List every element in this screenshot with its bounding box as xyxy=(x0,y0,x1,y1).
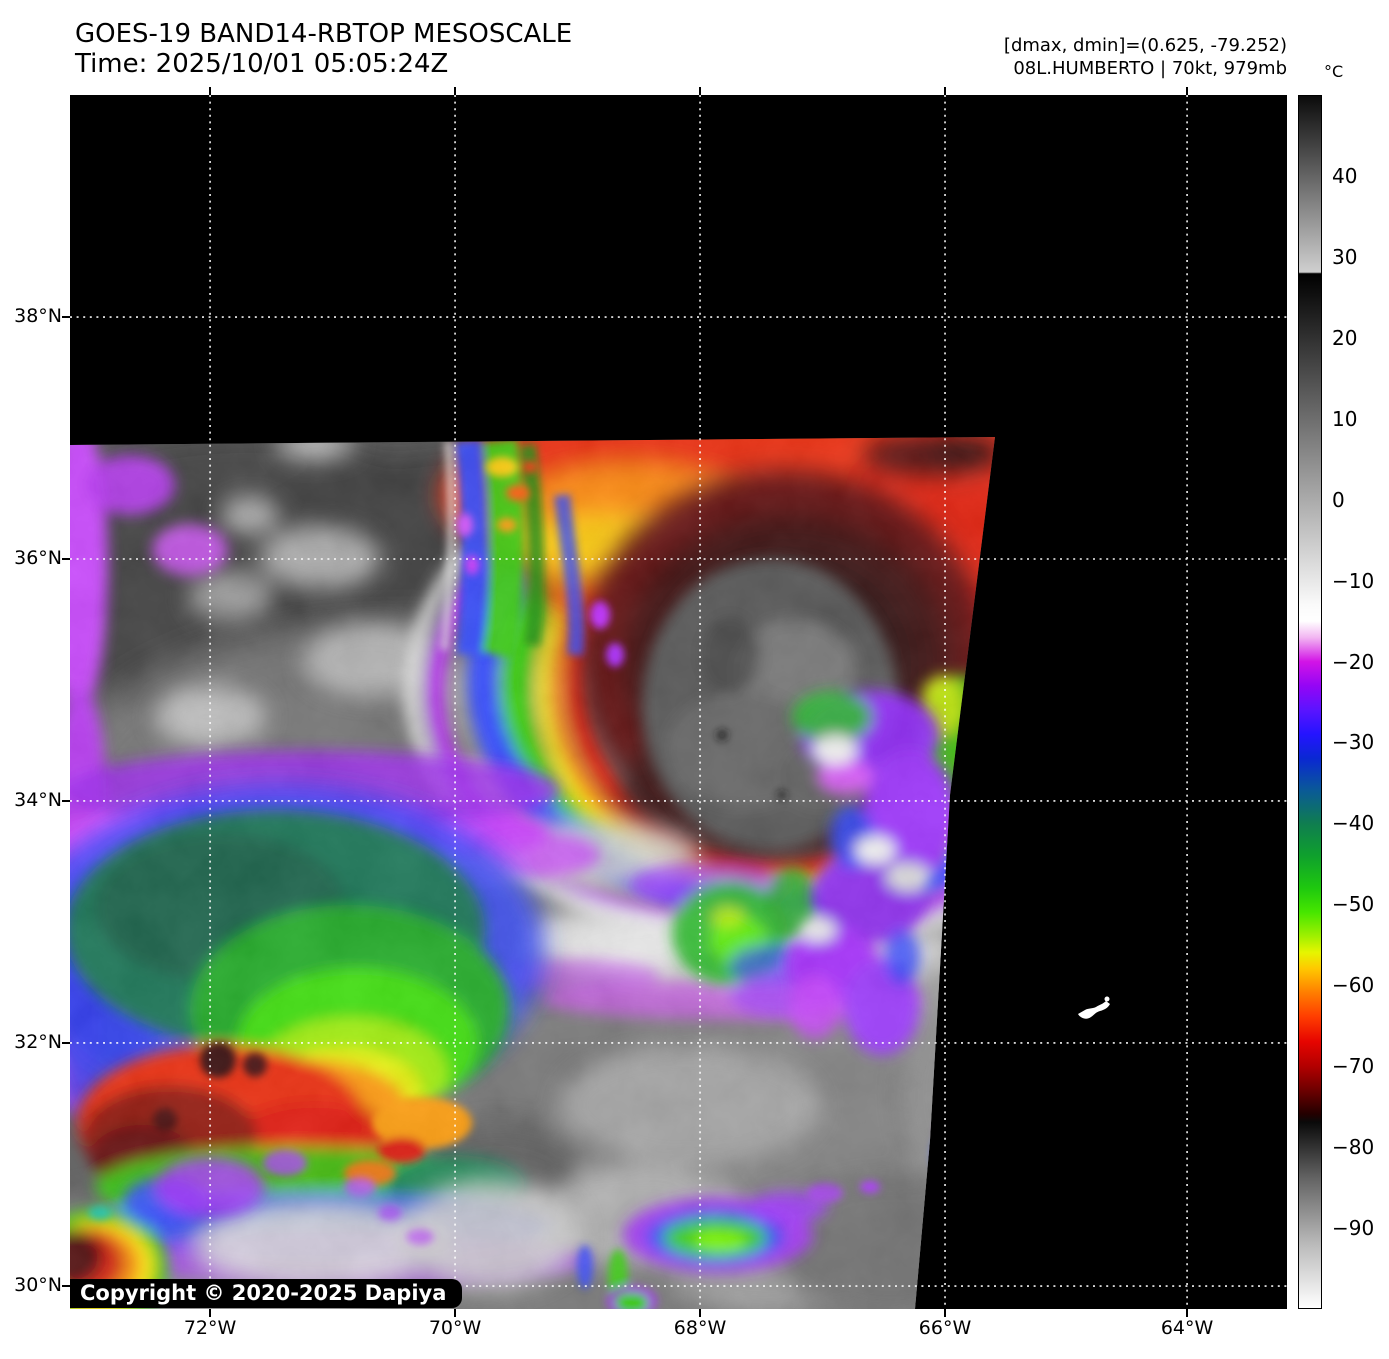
bermuda-island xyxy=(1078,996,1110,1019)
x-tick-label-0: 72°W xyxy=(183,1317,237,1339)
y-tick-mark-left-1 xyxy=(62,557,70,560)
colorbar-tick-label-11: −70 xyxy=(1332,1054,1375,1079)
y-tick-mark-left-2 xyxy=(62,799,70,802)
y-tick-mark-left-4 xyxy=(62,1285,70,1288)
y-tick-mark-left-3 xyxy=(62,1041,70,1044)
dmax-dmin-readout: [dmax, dmin]=(0.625, -79.252) xyxy=(1003,35,1287,56)
colorbar-tick-label-6: −20 xyxy=(1332,649,1375,674)
x-tick-label-2: 68°W xyxy=(673,1317,727,1339)
colorbar-tick-label-1: 30 xyxy=(1332,244,1358,269)
colorbar-tick-label-5: −10 xyxy=(1332,568,1375,593)
x-tick-label-3: 66°W xyxy=(918,1317,972,1339)
x-tick-mark-top-4 xyxy=(1186,87,1189,95)
storm-info: 08L.HUMBERTO | 70kt, 979mb xyxy=(1013,58,1287,79)
x-tick-mark-top-2 xyxy=(699,87,702,95)
x-tick-mark-bottom-4 xyxy=(1186,1309,1189,1317)
latlon-grid xyxy=(70,95,1287,1309)
y-tick-label-4: 30°N xyxy=(14,1274,62,1297)
timestamp: Time: 2025/10/01 05:05:24Z xyxy=(75,49,449,79)
y-tick-label-1: 36°N xyxy=(14,546,62,569)
x-tick-mark-bottom-0 xyxy=(209,1309,212,1317)
x-tick-mark-bottom-3 xyxy=(944,1309,947,1317)
colorbar-tick-label-12: −80 xyxy=(1332,1135,1375,1160)
colorbar-tick-label-10: −60 xyxy=(1332,973,1375,998)
colorbar-unit-label: °C xyxy=(1324,62,1344,81)
y-tick-label-2: 34°N xyxy=(14,788,62,811)
colorbar-tick-label-4: 0 xyxy=(1332,487,1345,512)
x-tick-mark-top-1 xyxy=(454,87,457,95)
colorbar-tick-label-9: −50 xyxy=(1332,892,1375,917)
page-title: GOES-19 BAND14-RBTOP MESOSCALE xyxy=(75,19,573,49)
y-tick-label-3: 32°N xyxy=(14,1030,62,1053)
copyright-badge: Copyright © 2020-2025 Dapiya xyxy=(70,1279,463,1308)
colorbar-tick-label-8: −40 xyxy=(1332,811,1375,836)
x-tick-label-1: 70°W xyxy=(428,1317,482,1339)
colorbar-tick-label-0: 40 xyxy=(1332,163,1358,188)
x-tick-mark-top-0 xyxy=(209,87,212,95)
colorbar-tick-label-7: −30 xyxy=(1332,730,1375,755)
satellite-imagery xyxy=(70,95,1287,1309)
y-tick-mark-left-0 xyxy=(62,316,70,319)
colorbar-tick-label-2: 20 xyxy=(1332,325,1358,350)
x-tick-mark-bottom-2 xyxy=(699,1309,702,1317)
cloud-texture xyxy=(70,437,995,1309)
colorbar xyxy=(1298,95,1322,1309)
colorbar-tick-label-3: 10 xyxy=(1332,406,1358,431)
y-tick-label-0: 38°N xyxy=(14,305,62,328)
map-canvas: Copyright © 2020-2025 Dapiya xyxy=(70,95,1287,1309)
x-tick-mark-bottom-1 xyxy=(454,1309,457,1317)
x-tick-mark-top-3 xyxy=(944,87,947,95)
colorbar-tick-label-13: −90 xyxy=(1332,1216,1375,1241)
x-tick-label-4: 64°W xyxy=(1160,1317,1214,1339)
